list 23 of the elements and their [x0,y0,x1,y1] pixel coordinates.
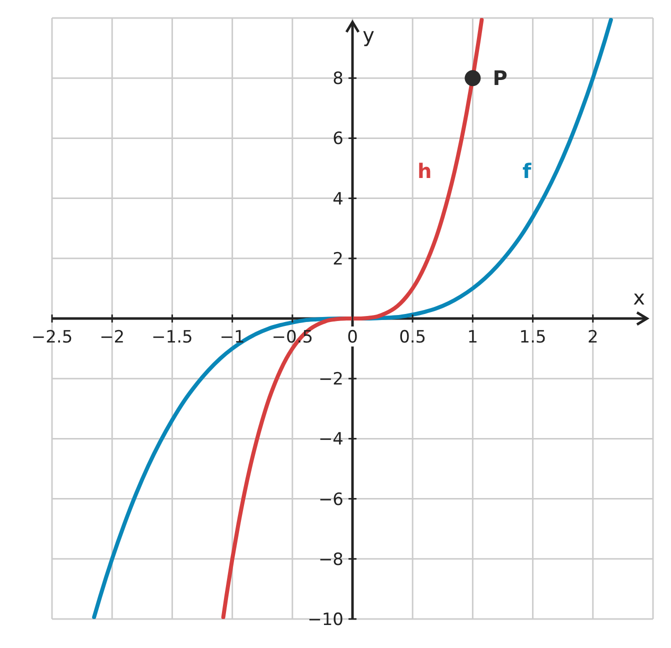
x-tick-label: 2 [587,328,598,348]
y-tick-label: 2 [332,249,344,270]
x-tick-label: −2.5 [31,328,73,348]
x-tick-label: 1.5 [519,328,546,348]
x-tick-label: −2 [100,328,125,348]
x-tick-label: 1 [467,328,478,348]
y-tick-label: −4 [318,430,344,450]
y-tick-label: 4 [332,189,344,210]
series-label: h [418,158,432,183]
x-tick-label: 0.5 [399,328,426,348]
y-axis-title: y [362,23,375,47]
y-tick-label: −8 [318,550,344,570]
y-tick-label: 8 [332,69,344,90]
y-tick-label: −6 [318,490,344,510]
y-tick-label: −2 [318,370,344,390]
series-label: P [492,66,508,90]
x-tick-label: −1.5 [152,328,193,348]
y-tick-label: −10 [308,610,344,630]
x-tick-label: 0 [347,328,358,348]
series-label: f [522,158,532,183]
x-axis-title: x [633,286,646,310]
y-tick-label: 6 [332,129,344,150]
x-tick-label: −1 [220,328,245,348]
